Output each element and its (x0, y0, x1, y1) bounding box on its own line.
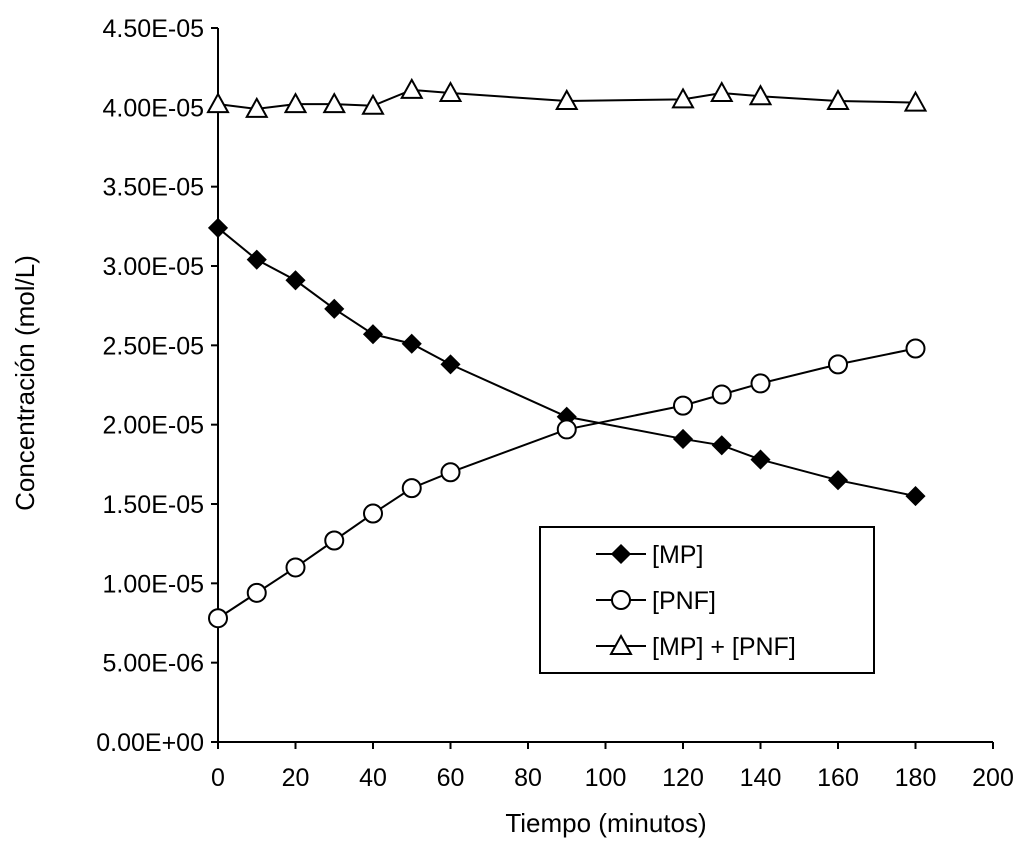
data-point (750, 449, 771, 470)
y-tick-label: 1.00E-05 (103, 570, 204, 598)
y-tick-label: 5.00E-06 (103, 650, 204, 678)
legend-swatch-marker (611, 590, 631, 610)
x-tick-label: 160 (817, 764, 859, 792)
data-point (207, 217, 229, 238)
legend-box (539, 526, 875, 674)
x-tick-label: 60 (437, 764, 465, 792)
data-point (322, 92, 346, 114)
y-axis-label: Concentración (mol/L) (10, 255, 40, 511)
x-tick-label: 20 (282, 764, 310, 792)
x-tick-label: 200 (972, 764, 1014, 792)
data-point (827, 470, 849, 491)
y-tick-label: 1.50E-05 (103, 491, 204, 519)
y-tick-label: 2.50E-05 (103, 332, 204, 360)
data-point (361, 93, 385, 115)
y-tick-label: 4.00E-05 (103, 94, 204, 122)
axes: 0.00E+00 5.00E-06 1.00E-05 1.50E-05 2.00E-05… (96, 15, 1014, 792)
data-point (673, 395, 693, 416)
data-point (440, 354, 461, 375)
data-point (324, 298, 345, 319)
data-point (246, 582, 267, 603)
data-point (324, 530, 345, 551)
legend-item: [MP] (596, 541, 703, 569)
x-tick-label: 80 (514, 764, 542, 792)
series-3 (206, 77, 928, 118)
data-point (285, 557, 306, 578)
series-2 (208, 338, 926, 629)
data-point (208, 608, 228, 629)
data-point (711, 384, 732, 405)
data-point (555, 88, 579, 110)
data-point (748, 84, 773, 106)
x-tick-label: 40 (359, 764, 387, 792)
data-point (362, 324, 384, 345)
data-point (206, 92, 230, 114)
data-point (905, 486, 926, 507)
x-tick-label: 140 (740, 764, 782, 792)
data-point (750, 373, 771, 394)
data-point (556, 419, 577, 440)
legend-label: [MP] + [PNF] (652, 633, 796, 661)
data-point (401, 333, 422, 354)
data-point (671, 87, 695, 109)
x-tick-label: 0 (211, 764, 225, 792)
legend: [MP] [PNF] [MP] + [PNF] (539, 526, 875, 674)
data-point (438, 80, 463, 103)
data-point (711, 435, 732, 456)
data-point (400, 77, 424, 99)
x-tick-label: 100 (585, 764, 627, 792)
series-layer (206, 77, 928, 629)
data-point (285, 270, 306, 291)
legend-label: [MP] (652, 541, 703, 569)
data-point (401, 478, 422, 499)
data-point (826, 88, 850, 110)
y-tick-label: 0.00E+00 (96, 729, 204, 757)
data-point (672, 428, 694, 450)
legend-item: [MP] + [PNF] (596, 633, 796, 661)
y-tick-label: 3.50E-05 (103, 174, 204, 202)
legend-swatch-marker (610, 543, 632, 565)
legend-item: [PNF] (596, 587, 716, 615)
series-1 (207, 217, 926, 507)
data-point (828, 354, 848, 375)
data-point (283, 92, 308, 114)
legend-label: [PNF] (652, 587, 716, 615)
data-point (245, 96, 269, 118)
data-point (903, 90, 928, 112)
x-tick-label: 120 (662, 764, 704, 792)
data-point (440, 462, 461, 483)
series-line (217, 227, 916, 498)
x-axis-label: Tiempo (minutos) (505, 808, 706, 838)
legend-swatch-marker (609, 633, 633, 655)
x-tick-label: 180 (895, 764, 937, 792)
y-tick-label: 2.00E-05 (103, 412, 204, 440)
data-point (905, 338, 926, 359)
data-point (710, 80, 734, 103)
y-tick-label: 3.00E-05 (103, 253, 204, 281)
data-point (363, 503, 383, 524)
data-point (246, 249, 267, 270)
y-tick-label: 4.50E-05 (103, 15, 204, 43)
